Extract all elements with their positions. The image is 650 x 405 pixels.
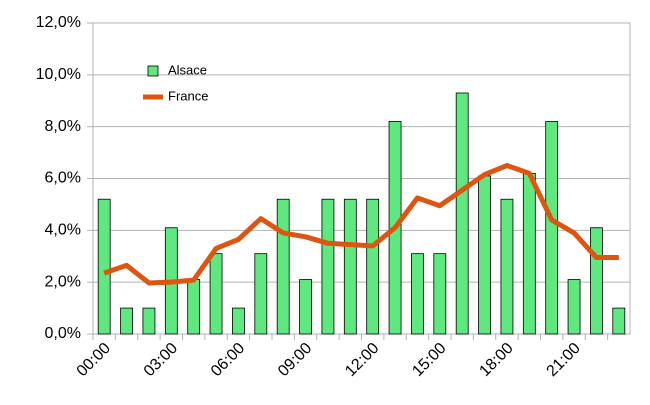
bar	[142, 307, 156, 335]
legend-label: France	[168, 88, 208, 103]
bar	[411, 253, 424, 335]
y-tick-label: 6,0%	[45, 170, 81, 187]
bar	[232, 307, 245, 335]
bar	[299, 279, 312, 335]
x-tick-label: 06:00	[208, 340, 248, 380]
x-tick-label: 00:00	[74, 340, 114, 380]
y-tick-label: 12,0%	[36, 14, 81, 31]
bar	[567, 279, 581, 335]
x-tick-label: 09:00	[275, 340, 315, 380]
bar	[321, 198, 335, 335]
y-tick-label: 10,0%	[36, 66, 81, 83]
bar	[187, 279, 201, 335]
bar	[612, 307, 626, 335]
bar	[500, 198, 514, 335]
bar	[545, 121, 559, 335]
y-tick-label: 2,0%	[45, 273, 81, 290]
bar	[97, 198, 111, 335]
x-tick-label: 03:00	[141, 340, 181, 380]
line	[103, 163, 619, 286]
bar	[254, 253, 268, 335]
y-tick-label: 0,0%	[45, 325, 81, 342]
bar	[209, 253, 223, 335]
bar	[522, 172, 536, 335]
bar	[590, 227, 603, 335]
bar	[366, 198, 380, 335]
x-tick-label: 15:00	[409, 340, 449, 380]
y-tick-label: 4,0%	[45, 222, 81, 239]
legend-swatch	[147, 65, 159, 77]
x-tick-label: 21:00	[544, 340, 584, 380]
y-tick-label: 8,0%	[45, 118, 81, 135]
bar	[433, 253, 447, 335]
x-tick-label: 12:00	[342, 340, 382, 380]
bar	[343, 198, 357, 335]
bar	[120, 307, 133, 335]
bar	[455, 92, 469, 335]
x-tick-label: 18:00	[476, 340, 516, 380]
bar	[478, 175, 491, 335]
bar	[276, 198, 290, 335]
legend-label: Alsace	[168, 62, 207, 77]
